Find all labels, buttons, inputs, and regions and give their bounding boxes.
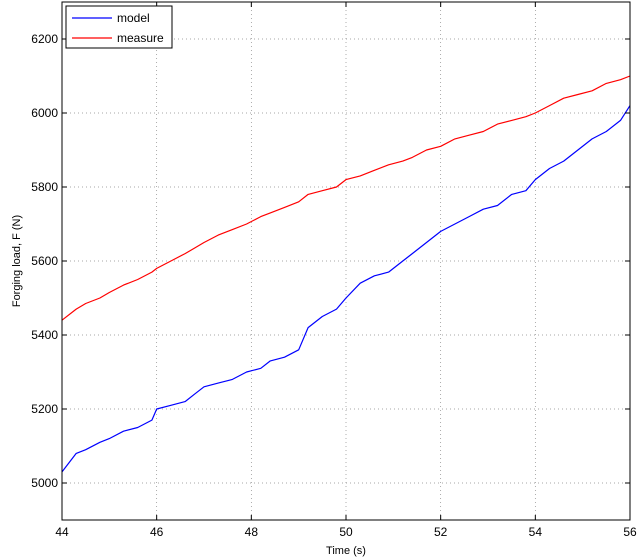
legend-measure-label: measure: [117, 31, 164, 45]
x-tick-label: 54: [529, 525, 543, 539]
legend-box: [65, 5, 173, 49]
grid: [62, 2, 630, 520]
x-tick-label: 46: [150, 525, 164, 539]
y-tick-label: 5600: [31, 254, 58, 268]
legend-model-label: model: [117, 11, 150, 25]
series-line-model: [61, 105, 631, 473]
ticks: 44 46 48 50 52 54 56 5000 5200 5400 5600 5800 6000 62…: [31, 2, 637, 539]
x-tick-label: 48: [245, 525, 259, 539]
x-tick-label: 44: [55, 525, 69, 539]
y-tick-label: 5200: [31, 402, 58, 416]
legend: model measure: [65, 5, 173, 49]
y-tick-label: 5400: [31, 328, 58, 342]
y-tick-label: 5000: [31, 476, 58, 490]
y-tick-label: 5800: [31, 180, 58, 194]
x-tick-label: 56: [623, 525, 637, 539]
y-tick-label: 6000: [31, 106, 58, 120]
x-axis-label: Time (s): [326, 545, 366, 557]
y-axis-label: Forging load, F (N): [11, 215, 23, 307]
series-line-measure: [61, 75, 631, 321]
x-tick-label: 50: [339, 525, 353, 539]
series-layer: [61, 75, 631, 473]
y-tick-label: 6200: [31, 32, 58, 46]
x-tick-label: 52: [434, 525, 448, 539]
